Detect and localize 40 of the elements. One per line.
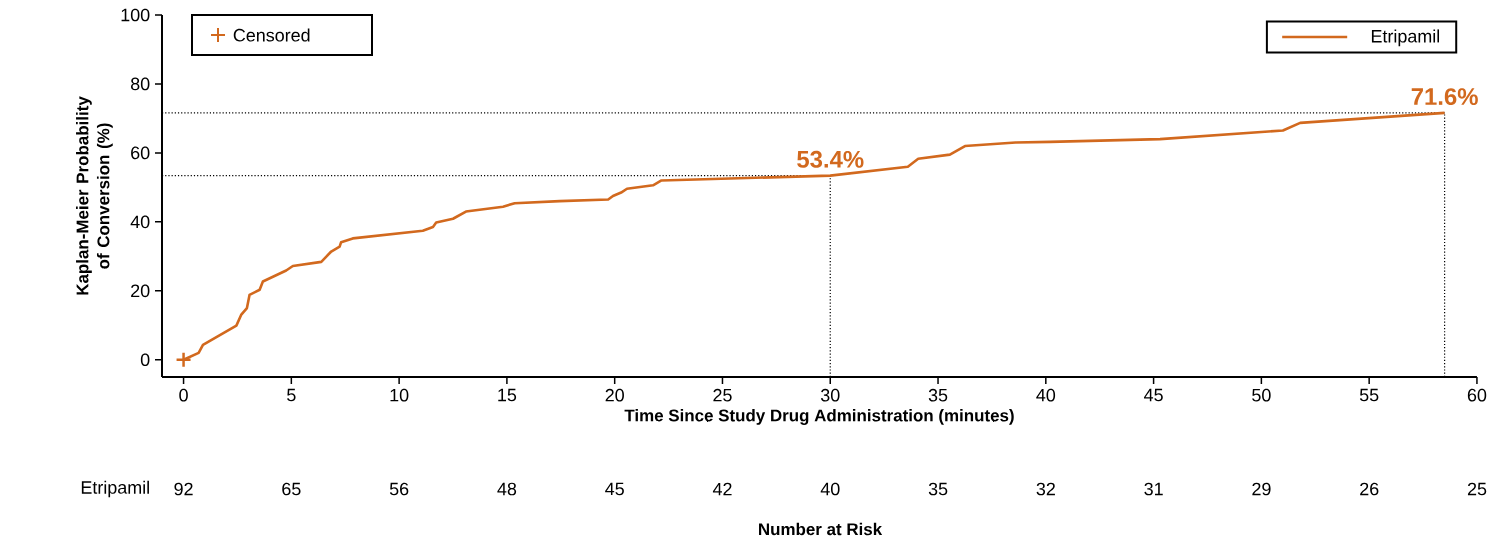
y-tick-label: 20 [131,284,150,298]
x-tick-label: 30 [820,388,840,402]
text: 35 [928,482,948,496]
text: 31 [1144,482,1163,496]
x-tick-label: 15 [498,388,517,402]
text: 92 [174,482,193,496]
text: 32 [1036,482,1055,496]
text: 42 [712,482,732,496]
x-tick-label: 45 [1144,388,1163,402]
text: 26 [1360,482,1379,496]
x-tick-label: 40 [1036,388,1056,402]
y-tick-label: 40 [130,215,150,229]
y-tick-label: 60 [131,146,150,160]
text: 40 [820,482,840,496]
text: 45 [605,482,624,496]
x-tick-label: 50 [1252,388,1271,402]
text: 29 [1252,482,1271,496]
x-tick-label: 20 [605,388,624,402]
y-axis-title: Kaplan-Meier Probability of Conversion (%) [76,96,113,295]
y-tick-label: 100 [121,8,150,22]
text: 65 [282,482,301,496]
y-tick-label: 80 [130,77,150,91]
text: 25 [1467,482,1487,496]
legend-label: Etripamil [1371,29,1440,47]
x-tick-label: 60 [1467,388,1487,402]
x-tick-label: 5 [287,388,296,402]
x-tick-label: 35 [928,388,948,402]
x-tick-label: 10 [390,388,409,402]
text: 56 [389,482,409,496]
text: Etripamil [81,480,149,498]
x-axis-title: Time Since Study Drug Administration (minutes) [624,409,1014,425]
x-tick-label: 55 [1359,388,1379,402]
y-tick-label: 0 [140,353,150,367]
x-tick-label: 0 [179,388,188,402]
text: 48 [497,482,517,496]
annotation: 71.6% [1411,88,1478,106]
x-tick-label: 25 [713,388,732,402]
annotation: Censored [233,28,310,42]
text: Number at Risk [759,522,883,536]
annotation: 53.4% [797,150,864,168]
